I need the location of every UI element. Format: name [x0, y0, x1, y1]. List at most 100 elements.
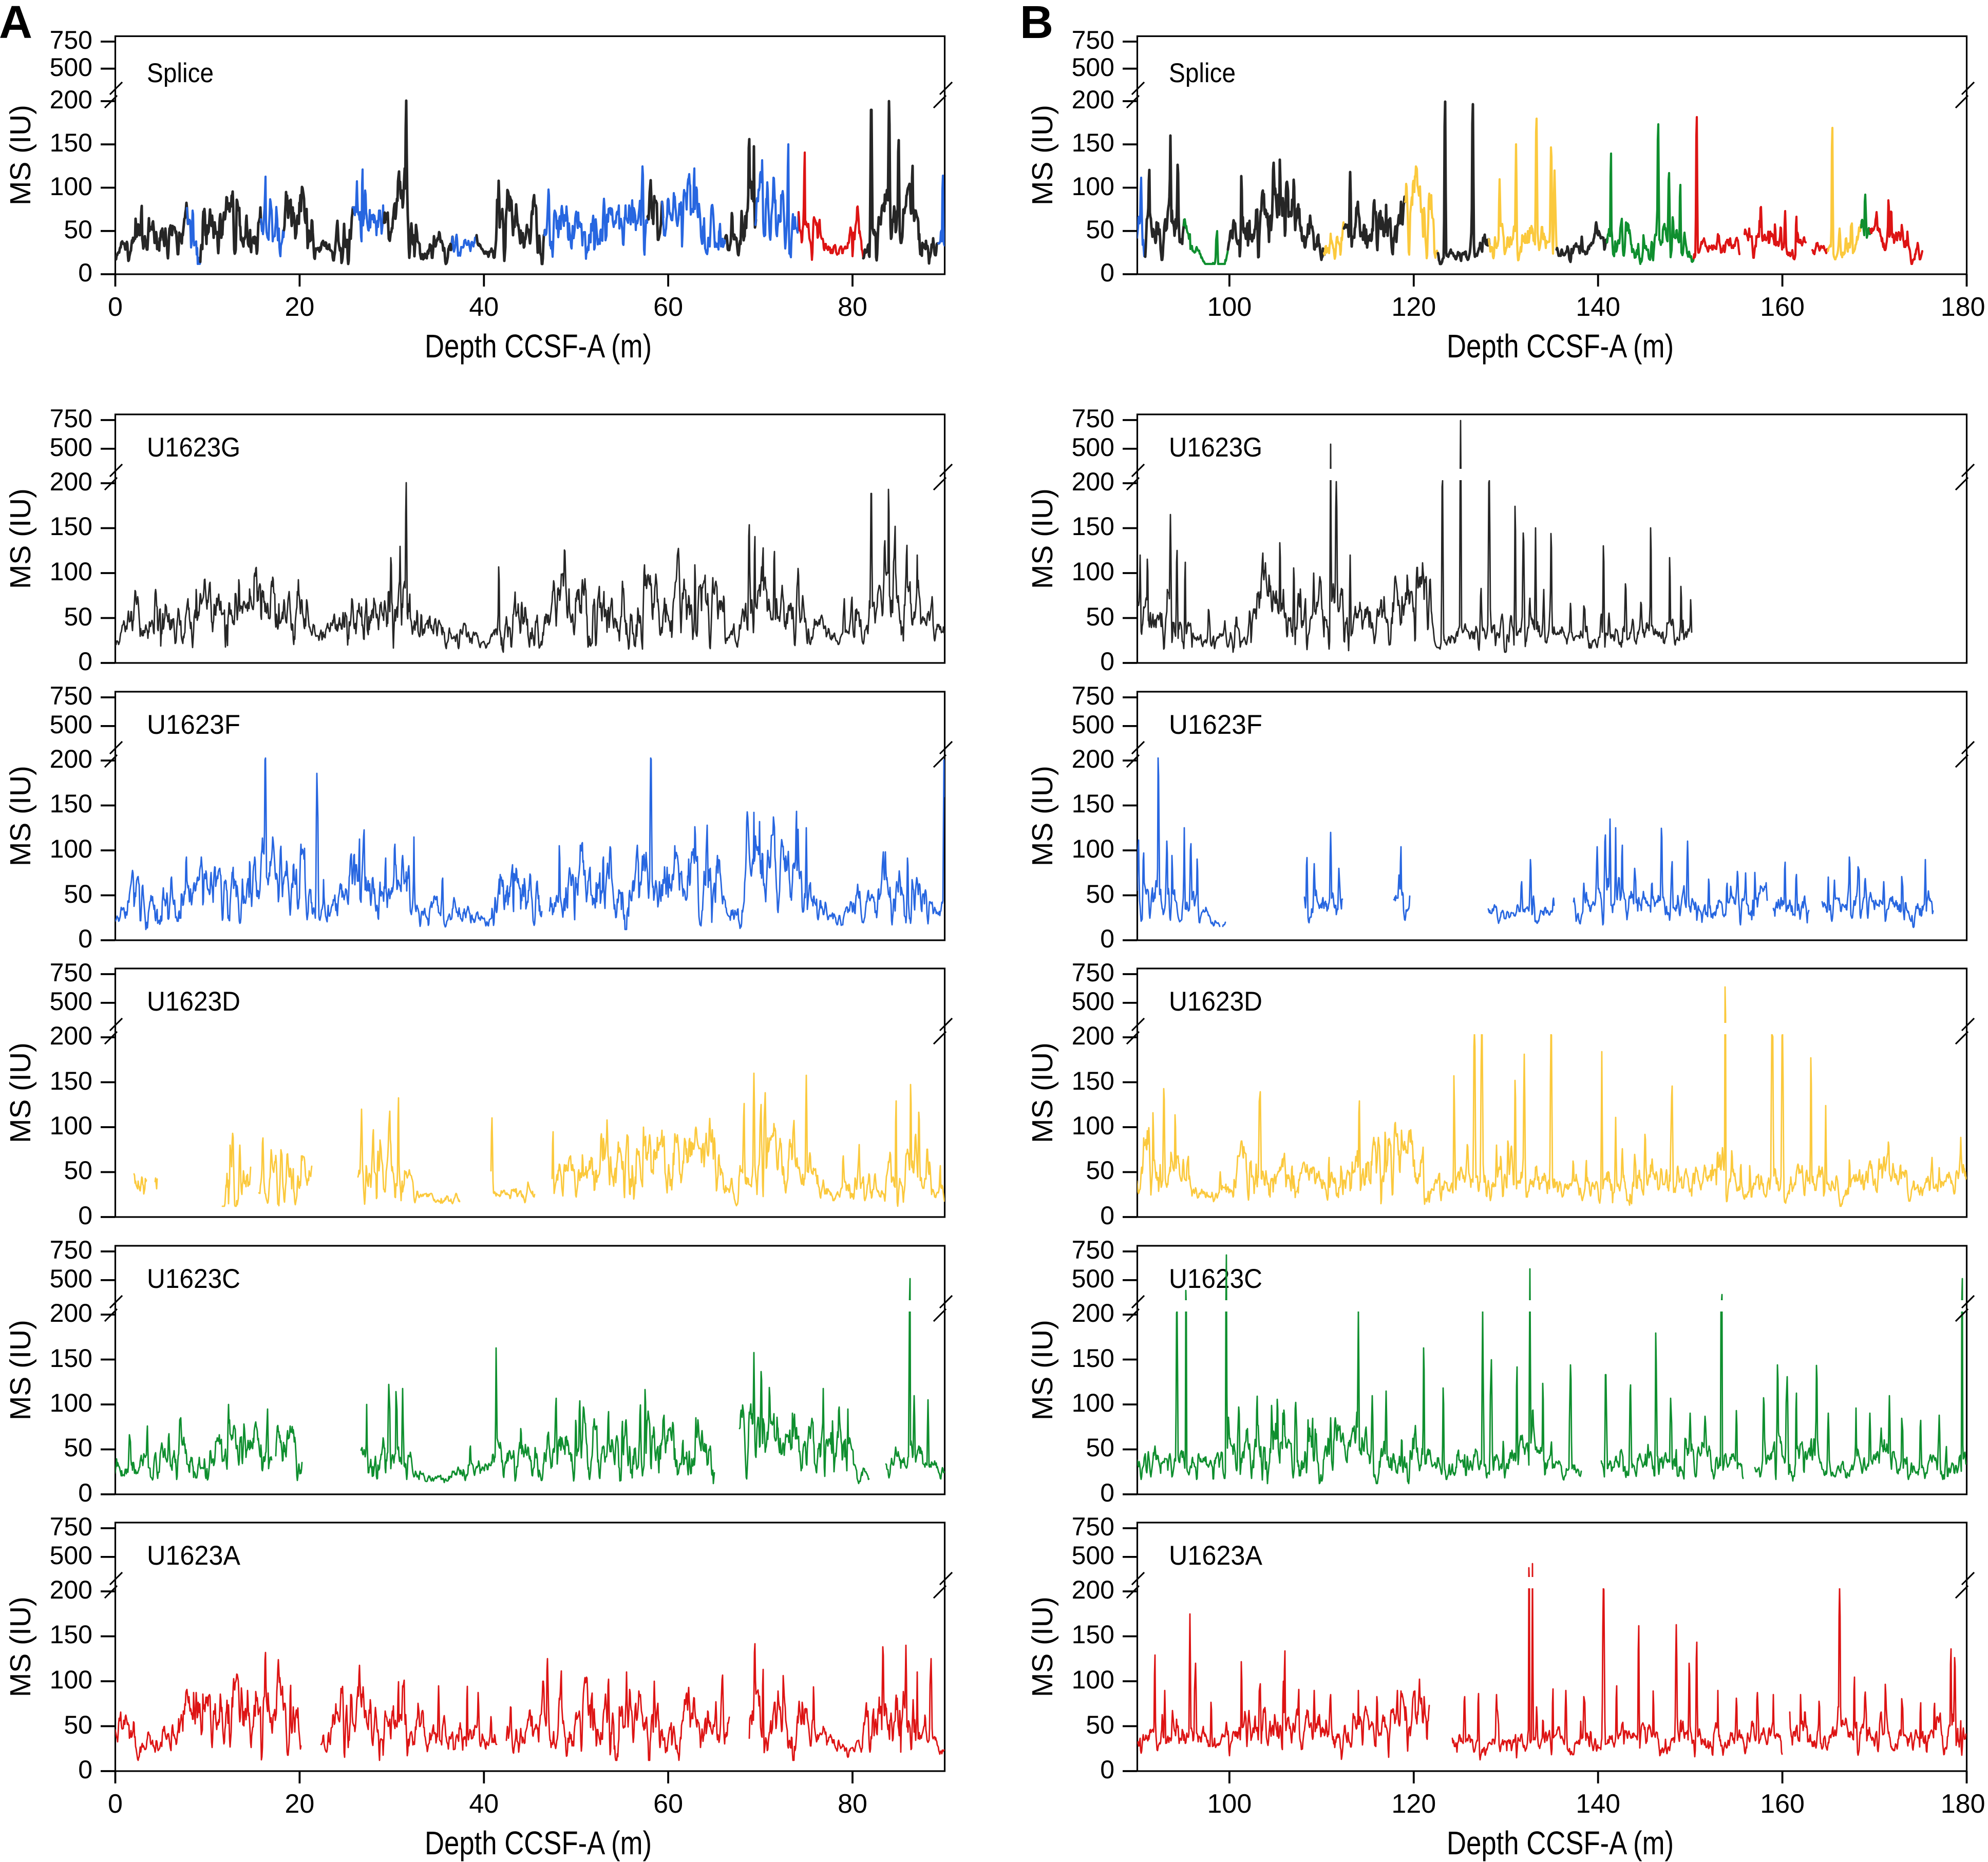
- svg-text:750: 750: [1072, 1512, 1114, 1541]
- svg-text:140: 140: [1576, 292, 1620, 322]
- svg-text:200: 200: [50, 85, 92, 114]
- svg-text:180: 180: [1941, 292, 1985, 322]
- svg-text:20: 20: [285, 292, 314, 322]
- svg-text:500: 500: [1072, 1541, 1114, 1570]
- svg-text:B: B: [1020, 0, 1053, 48]
- svg-text:150: 150: [50, 1344, 92, 1373]
- svg-text:750: 750: [50, 404, 92, 433]
- svg-text:160: 160: [1760, 292, 1805, 322]
- svg-text:0: 0: [78, 647, 92, 676]
- svg-text:100: 100: [50, 1665, 92, 1694]
- svg-text:MS (IU): MS (IU): [1026, 1042, 1059, 1143]
- svg-text:750: 750: [1072, 404, 1114, 433]
- svg-text:100: 100: [1072, 1665, 1114, 1694]
- svg-text:Depth CCSF-A (m): Depth CCSF-A (m): [425, 328, 652, 365]
- svg-text:50: 50: [1086, 1433, 1114, 1462]
- svg-text:120: 120: [1391, 292, 1436, 322]
- svg-text:50: 50: [64, 1433, 92, 1462]
- svg-text:60: 60: [653, 292, 683, 322]
- svg-text:100: 100: [50, 172, 92, 201]
- svg-text:MS (IU): MS (IU): [4, 1597, 37, 1697]
- svg-text:750: 750: [50, 1512, 92, 1541]
- svg-text:500: 500: [50, 710, 92, 739]
- svg-text:50: 50: [64, 1156, 92, 1185]
- svg-text:A: A: [0, 0, 32, 48]
- svg-text:150: 150: [50, 1620, 92, 1649]
- svg-text:60: 60: [653, 1789, 683, 1819]
- svg-text:U1623G: U1623G: [147, 432, 240, 463]
- svg-text:U1623A: U1623A: [1169, 1541, 1263, 1571]
- svg-text:50: 50: [64, 880, 92, 908]
- svg-text:0: 0: [78, 258, 92, 287]
- svg-text:750: 750: [50, 26, 92, 54]
- svg-text:MS (IU): MS (IU): [4, 488, 37, 589]
- svg-text:Depth CCSF-A (m): Depth CCSF-A (m): [425, 1825, 652, 1861]
- svg-text:100: 100: [1072, 1111, 1114, 1140]
- svg-text:100: 100: [1072, 557, 1114, 586]
- svg-text:Splice: Splice: [147, 58, 214, 88]
- svg-text:50: 50: [64, 215, 92, 244]
- svg-text:500: 500: [50, 987, 92, 1016]
- svg-text:50: 50: [64, 1711, 92, 1739]
- svg-text:750: 750: [1072, 1236, 1114, 1264]
- svg-text:50: 50: [1086, 215, 1114, 244]
- svg-text:200: 200: [1072, 1299, 1114, 1327]
- svg-text:MS (IU): MS (IU): [4, 105, 37, 205]
- svg-text:100: 100: [1072, 834, 1114, 863]
- svg-text:100: 100: [50, 834, 92, 863]
- svg-text:750: 750: [50, 1236, 92, 1264]
- svg-text:U1623F: U1623F: [1169, 710, 1262, 740]
- svg-text:100: 100: [50, 1389, 92, 1417]
- svg-text:200: 200: [1072, 1021, 1114, 1050]
- svg-text:0: 0: [78, 1755, 92, 1784]
- svg-text:200: 200: [50, 1021, 92, 1050]
- svg-text:100: 100: [50, 557, 92, 586]
- svg-text:U1623D: U1623D: [1169, 986, 1262, 1017]
- svg-text:40: 40: [469, 1789, 499, 1819]
- svg-text:500: 500: [1072, 433, 1114, 462]
- svg-text:0: 0: [1100, 647, 1114, 676]
- svg-text:150: 150: [50, 789, 92, 818]
- svg-text:150: 150: [1072, 789, 1114, 818]
- svg-text:Depth CCSF-A (m): Depth CCSF-A (m): [1447, 328, 1674, 365]
- svg-text:200: 200: [1072, 745, 1114, 773]
- svg-text:120: 120: [1391, 1789, 1436, 1819]
- svg-text:0: 0: [78, 1478, 92, 1507]
- svg-text:20: 20: [285, 1789, 314, 1819]
- svg-text:50: 50: [1086, 1156, 1114, 1185]
- svg-text:U1623C: U1623C: [1169, 1264, 1262, 1294]
- svg-text:80: 80: [838, 1789, 867, 1819]
- svg-text:500: 500: [1072, 53, 1114, 82]
- svg-text:MS (IU): MS (IU): [4, 1320, 37, 1420]
- svg-text:750: 750: [1072, 958, 1114, 987]
- svg-text:80: 80: [838, 292, 867, 322]
- svg-text:MS (IU): MS (IU): [4, 1042, 37, 1143]
- svg-text:100: 100: [1072, 1389, 1114, 1417]
- svg-text:0: 0: [1100, 1478, 1114, 1507]
- svg-text:0: 0: [1100, 258, 1114, 287]
- svg-text:U1623C: U1623C: [147, 1264, 240, 1294]
- svg-text:500: 500: [1072, 987, 1114, 1016]
- svg-text:180: 180: [1941, 1789, 1985, 1819]
- svg-text:U1623A: U1623A: [147, 1541, 241, 1571]
- svg-text:750: 750: [1072, 26, 1114, 54]
- svg-text:100: 100: [1207, 1789, 1252, 1819]
- svg-text:150: 150: [50, 512, 92, 541]
- svg-text:50: 50: [1086, 602, 1114, 631]
- svg-text:500: 500: [50, 1541, 92, 1570]
- svg-text:0: 0: [108, 292, 123, 322]
- svg-text:100: 100: [1072, 172, 1114, 201]
- svg-text:U1623D: U1623D: [147, 986, 240, 1017]
- svg-text:200: 200: [50, 1299, 92, 1327]
- svg-text:0: 0: [1100, 1755, 1114, 1784]
- svg-text:0: 0: [78, 924, 92, 953]
- svg-text:Splice: Splice: [1169, 58, 1236, 88]
- svg-text:500: 500: [1072, 1264, 1114, 1293]
- svg-text:MS (IU): MS (IU): [1026, 766, 1059, 866]
- svg-text:100: 100: [1207, 292, 1252, 322]
- svg-text:MS (IU): MS (IU): [1026, 488, 1059, 589]
- svg-text:0: 0: [78, 1201, 92, 1230]
- svg-text:50: 50: [64, 602, 92, 631]
- svg-text:MS (IU): MS (IU): [1026, 1597, 1059, 1697]
- svg-text:Depth CCSF-A (m): Depth CCSF-A (m): [1447, 1825, 1674, 1861]
